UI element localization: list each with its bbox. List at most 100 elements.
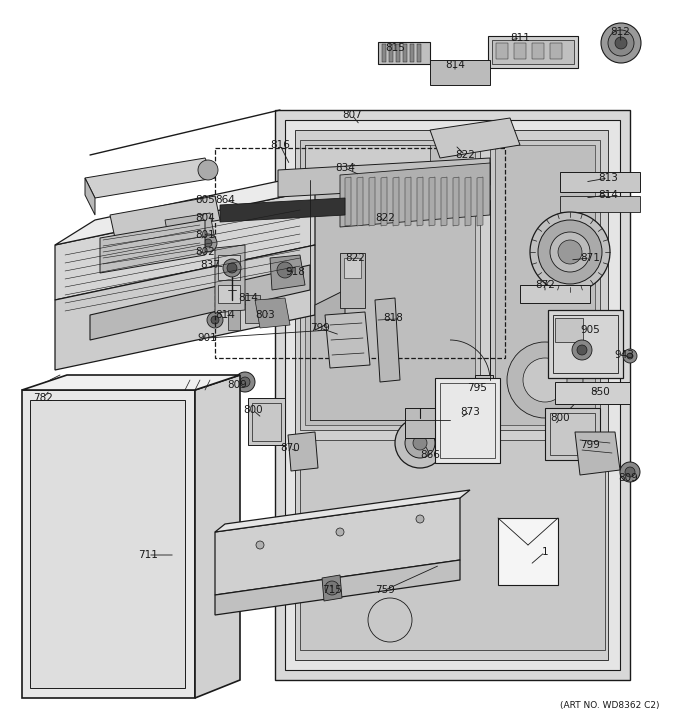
Bar <box>340 253 365 308</box>
Polygon shape <box>215 560 460 615</box>
Circle shape <box>572 340 592 360</box>
Circle shape <box>623 349 637 363</box>
Polygon shape <box>288 432 318 471</box>
Bar <box>440 383 495 458</box>
Circle shape <box>204 239 212 247</box>
Text: 801: 801 <box>195 230 215 240</box>
Bar <box>245 295 260 323</box>
Circle shape <box>211 316 219 324</box>
Bar <box>514 43 526 59</box>
Text: 799: 799 <box>310 323 330 333</box>
Text: 822: 822 <box>345 253 365 263</box>
Circle shape <box>41 381 59 399</box>
Bar <box>548 310 623 378</box>
Text: 809: 809 <box>618 473 638 483</box>
Polygon shape <box>498 518 558 585</box>
Polygon shape <box>55 245 315 370</box>
Polygon shape <box>220 198 345 222</box>
Circle shape <box>395 418 445 468</box>
Circle shape <box>601 23 641 63</box>
Text: 802: 802 <box>195 247 215 257</box>
Bar <box>496 43 508 59</box>
Polygon shape <box>369 177 375 226</box>
Bar <box>305 145 475 425</box>
Bar <box>403 44 407 62</box>
Text: 715: 715 <box>322 585 342 595</box>
Text: 918: 918 <box>285 267 305 277</box>
Text: 816: 816 <box>270 140 290 150</box>
Text: 813: 813 <box>598 173 618 183</box>
Bar <box>305 145 430 180</box>
Text: 837: 837 <box>200 260 220 270</box>
Polygon shape <box>300 140 480 430</box>
Circle shape <box>627 353 633 359</box>
Bar <box>555 382 630 404</box>
Text: 1: 1 <box>542 547 548 557</box>
Polygon shape <box>100 220 205 273</box>
Bar <box>218 285 240 303</box>
Polygon shape <box>430 60 490 85</box>
Text: 800: 800 <box>243 405 262 415</box>
Bar <box>475 375 493 425</box>
Bar <box>550 43 562 59</box>
Circle shape <box>223 259 241 277</box>
Polygon shape <box>345 177 351 226</box>
Circle shape <box>277 262 293 278</box>
Polygon shape <box>85 178 95 215</box>
Text: 870: 870 <box>280 443 300 453</box>
Polygon shape <box>477 177 483 226</box>
Text: 804: 804 <box>195 213 215 223</box>
Polygon shape <box>375 298 400 382</box>
Text: 782: 782 <box>33 393 53 403</box>
Text: 815: 815 <box>385 43 405 53</box>
Circle shape <box>550 232 590 272</box>
Polygon shape <box>248 398 285 445</box>
Polygon shape <box>22 375 240 390</box>
Text: 805: 805 <box>195 195 215 205</box>
Bar <box>405 408 435 438</box>
Bar <box>344 258 361 278</box>
Text: 814: 814 <box>598 190 618 200</box>
Polygon shape <box>429 177 435 226</box>
Polygon shape <box>22 390 195 698</box>
Circle shape <box>530 212 610 292</box>
Bar <box>228 310 240 330</box>
Circle shape <box>199 234 217 252</box>
Polygon shape <box>215 490 470 532</box>
Polygon shape <box>215 245 245 313</box>
Circle shape <box>240 377 250 387</box>
Circle shape <box>207 312 223 328</box>
Text: 850: 850 <box>590 387 610 397</box>
Circle shape <box>227 263 237 273</box>
Polygon shape <box>430 118 520 158</box>
Polygon shape <box>322 575 342 601</box>
Circle shape <box>413 436 427 450</box>
Text: 873: 873 <box>460 407 480 417</box>
Circle shape <box>416 515 424 523</box>
Circle shape <box>45 385 55 395</box>
Bar <box>553 315 618 373</box>
Polygon shape <box>405 177 411 226</box>
Polygon shape <box>30 400 185 688</box>
Text: 872: 872 <box>535 280 555 290</box>
Text: 834: 834 <box>335 163 355 173</box>
Bar <box>417 44 421 62</box>
Text: 866: 866 <box>420 450 440 460</box>
Bar <box>488 36 578 68</box>
Text: 799: 799 <box>580 440 600 450</box>
Circle shape <box>523 358 567 402</box>
Circle shape <box>620 462 640 482</box>
Circle shape <box>256 541 264 549</box>
Text: 711: 711 <box>138 550 158 560</box>
Polygon shape <box>315 290 345 330</box>
Circle shape <box>608 30 634 56</box>
Bar <box>560 196 640 212</box>
Polygon shape <box>85 158 215 198</box>
Polygon shape <box>275 110 630 680</box>
Text: 811: 811 <box>510 33 530 43</box>
Bar <box>396 44 400 62</box>
Polygon shape <box>357 177 363 226</box>
Bar <box>560 172 640 192</box>
Text: 943: 943 <box>614 350 634 360</box>
Text: 871: 871 <box>580 253 600 263</box>
